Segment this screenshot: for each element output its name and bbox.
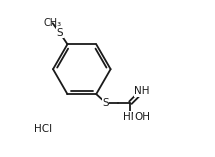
Text: HN: HN [123,112,138,122]
Text: NH: NH [134,86,150,96]
Text: CH₃: CH₃ [44,18,62,28]
Text: OH: OH [134,112,150,122]
Text: S: S [56,28,63,38]
Text: S: S [102,98,109,108]
Text: HCl: HCl [34,124,52,134]
